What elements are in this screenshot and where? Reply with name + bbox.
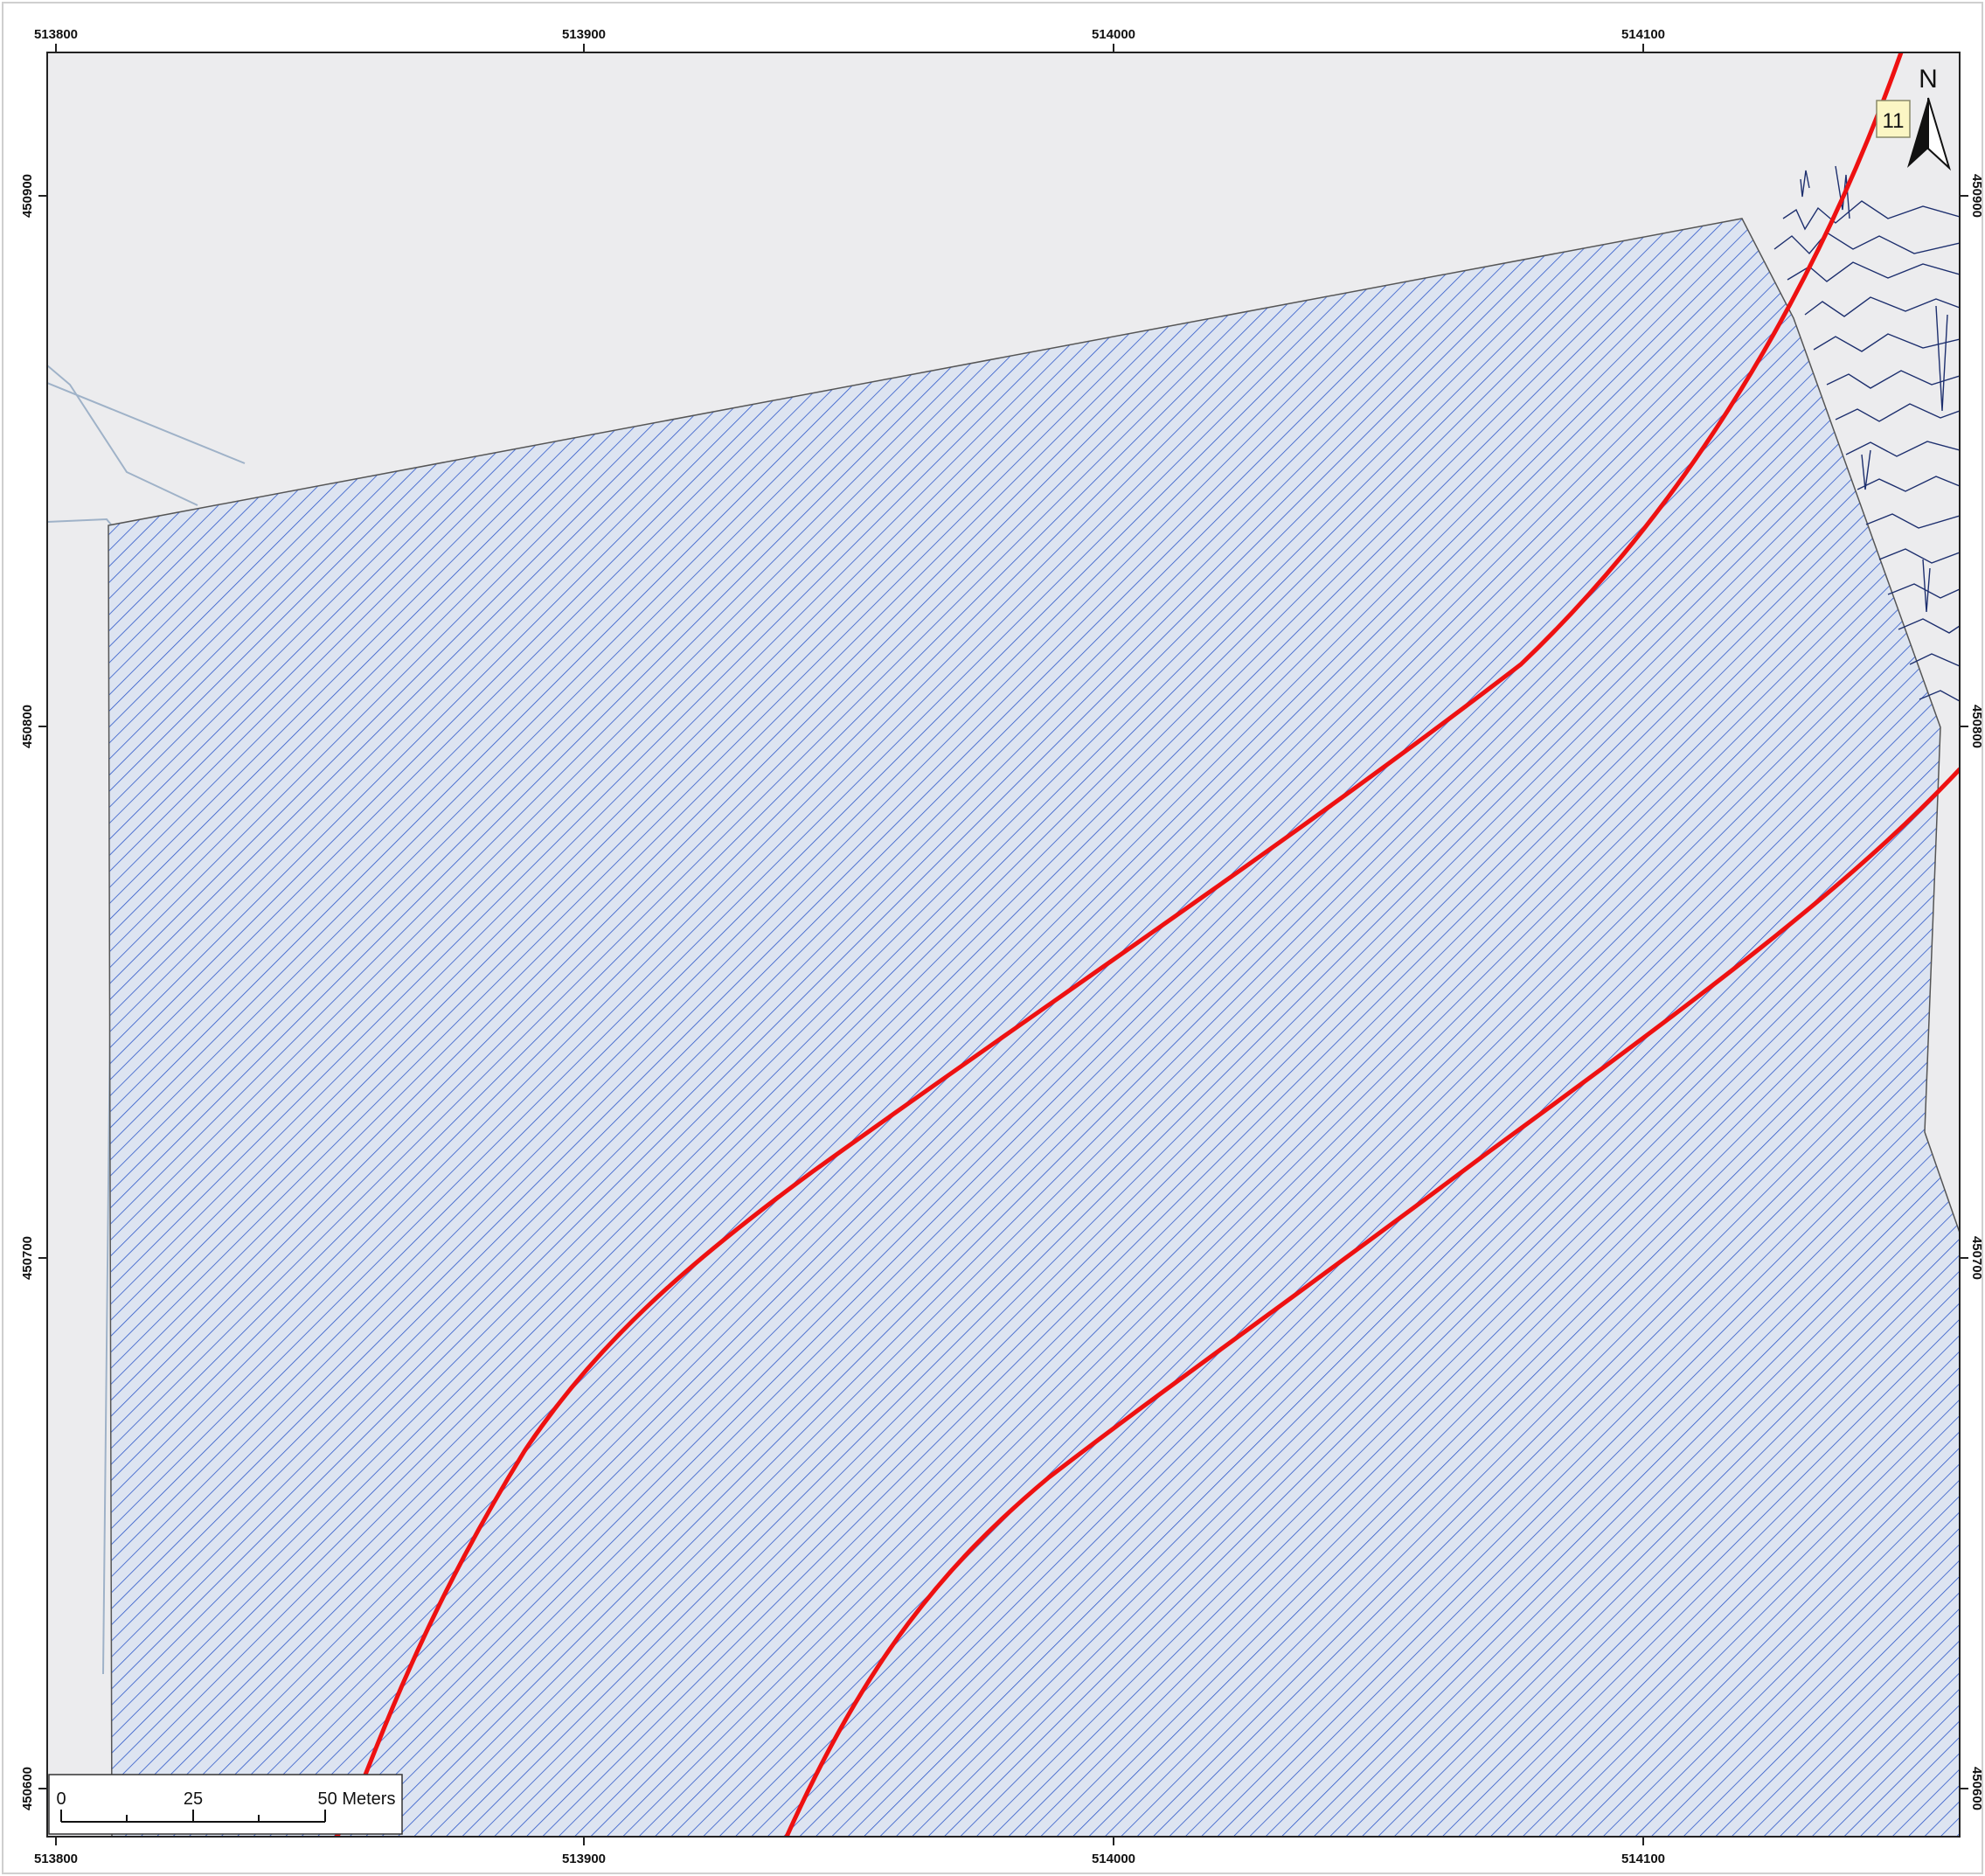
y-tick-label-left: 450800 bbox=[20, 705, 35, 748]
y-tick-label-left: 450600 bbox=[20, 1767, 35, 1810]
map-frame-border bbox=[46, 52, 1961, 1838]
y-tick-label-right: 450900 bbox=[1969, 174, 1984, 218]
y-tick-label-right: 450800 bbox=[1969, 705, 1984, 748]
contour-lines bbox=[1773, 165, 1960, 702]
scale-label-25: 25 bbox=[184, 1789, 203, 1809]
y-tick-label-left: 450700 bbox=[20, 1236, 35, 1280]
scale-label-50: 50 Meters bbox=[318, 1789, 396, 1809]
x-tick-label-top: 513800 bbox=[34, 27, 78, 42]
feature-label-text: 11 bbox=[1883, 109, 1905, 133]
scale-bar-box bbox=[48, 1774, 403, 1835]
hatched-parcel bbox=[108, 218, 1960, 1837]
north-arrow-icon bbox=[1907, 97, 1952, 171]
north-arrow-label: N bbox=[1919, 65, 1938, 94]
x-tick-label-top: 514000 bbox=[1092, 27, 1135, 42]
x-tick-label-bottom: 514000 bbox=[1092, 1852, 1135, 1866]
x-tick-label-bottom: 513800 bbox=[34, 1852, 78, 1866]
tick-marks bbox=[38, 44, 1968, 1845]
y-tick-label-right: 450600 bbox=[1969, 1767, 1984, 1810]
feature-label: 11 bbox=[1876, 100, 1911, 138]
road-upper bbox=[334, 52, 1904, 1837]
road-lower bbox=[784, 767, 1960, 1837]
north-arrow: N bbox=[1907, 65, 1952, 171]
x-tick-label-top: 514100 bbox=[1621, 27, 1665, 42]
scale-bar: 0 25 50 Meters bbox=[48, 1774, 403, 1835]
y-tick-label-right: 450700 bbox=[1969, 1236, 1984, 1280]
x-tick-label-bottom: 513900 bbox=[562, 1852, 606, 1866]
y-tick-label-left: 450900 bbox=[20, 174, 35, 218]
x-tick-label-top: 513900 bbox=[562, 27, 606, 42]
scale-label-0: 0 bbox=[56, 1789, 66, 1809]
x-tick-label-bottom: 514100 bbox=[1621, 1852, 1665, 1866]
roads bbox=[334, 52, 1960, 1837]
